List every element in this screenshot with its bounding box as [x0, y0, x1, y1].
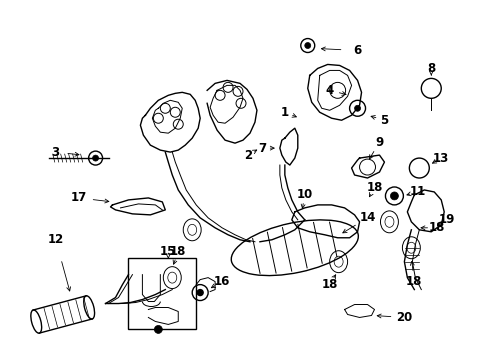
Text: 5: 5: [380, 114, 388, 127]
Text: 18: 18: [321, 278, 337, 291]
Text: 3: 3: [52, 145, 60, 159]
Text: 4: 4: [325, 84, 333, 97]
Circle shape: [389, 192, 398, 200]
Text: 1: 1: [280, 106, 288, 119]
Circle shape: [92, 155, 99, 161]
Text: 6: 6: [353, 44, 361, 57]
Text: 19: 19: [438, 213, 454, 226]
Text: 13: 13: [432, 152, 448, 165]
Circle shape: [154, 325, 162, 333]
Text: 16: 16: [213, 275, 230, 288]
Circle shape: [197, 289, 203, 296]
Text: 18: 18: [406, 275, 422, 288]
Text: 2: 2: [244, 149, 251, 162]
Text: 7: 7: [257, 141, 265, 155]
Text: 10: 10: [296, 188, 312, 202]
Text: 18: 18: [428, 221, 445, 234]
Text: 11: 11: [408, 185, 425, 198]
Text: 12: 12: [47, 233, 64, 246]
Text: 17: 17: [70, 192, 86, 204]
Text: 15: 15: [160, 245, 176, 258]
Text: 9: 9: [375, 136, 383, 149]
Text: 14: 14: [359, 211, 375, 224]
Text: 8: 8: [427, 62, 434, 75]
Text: 20: 20: [395, 311, 412, 324]
Circle shape: [354, 105, 360, 111]
Text: 18: 18: [170, 245, 186, 258]
Text: 18: 18: [366, 181, 382, 194]
Circle shape: [304, 42, 310, 49]
Bar: [128, 258, 196, 329]
